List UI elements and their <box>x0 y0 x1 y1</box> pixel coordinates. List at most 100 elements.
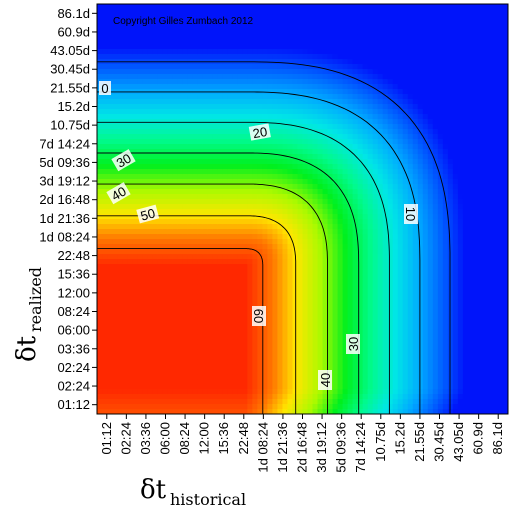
heatmap-cell <box>127 209 133 215</box>
heatmap-cell <box>252 79 258 85</box>
heatmap-cell <box>277 259 284 265</box>
heatmap-cell <box>232 364 238 370</box>
heatmap-cell <box>367 224 374 230</box>
heatmap-cell <box>117 399 123 405</box>
heatmap-cell <box>397 59 404 65</box>
heatmap-cell <box>247 259 253 265</box>
heatmap-cell <box>157 304 163 310</box>
heatmap-cell <box>197 289 203 295</box>
heatmap-cell <box>202 84 208 90</box>
heatmap-cell <box>377 29 384 35</box>
heatmap-cell <box>97 74 103 80</box>
heatmap-cell <box>227 179 233 185</box>
heatmap-cell <box>342 269 349 275</box>
heatmap-cell <box>317 94 324 100</box>
heatmap-cell <box>162 399 168 405</box>
heatmap-cell <box>222 19 228 25</box>
heatmap-cell <box>202 174 208 180</box>
heatmap-cell <box>217 289 223 295</box>
heatmap-cell <box>242 234 248 240</box>
heatmap-cell <box>177 379 183 385</box>
heatmap-cell <box>132 224 138 230</box>
heatmap-cell <box>177 209 183 215</box>
heatmap-cell <box>332 239 339 245</box>
heatmap-cell <box>337 159 344 165</box>
heatmap-cell <box>117 39 123 45</box>
heatmap-cell <box>132 269 138 275</box>
heatmap-cell <box>182 364 188 370</box>
heatmap-cell <box>302 99 309 105</box>
heatmap-cell <box>157 389 163 395</box>
heatmap-cell <box>112 229 118 235</box>
heatmap-cell <box>342 349 349 355</box>
heatmap-cell <box>282 239 289 245</box>
heatmap-cell <box>147 109 153 115</box>
heatmap-cell <box>317 359 324 365</box>
heatmap-cell <box>167 109 173 115</box>
heatmap-cell <box>367 389 374 395</box>
heatmap-cell <box>147 179 153 185</box>
heatmap-cell <box>132 194 138 200</box>
heatmap-cell <box>97 344 103 350</box>
heatmap-cell <box>292 129 299 135</box>
heatmap-cell <box>387 389 394 395</box>
heatmap-cell <box>367 234 374 240</box>
heatmap-cell <box>257 364 263 370</box>
heatmap-cell <box>247 339 253 345</box>
heatmap-cell <box>272 329 279 335</box>
heatmap-cell <box>232 224 238 230</box>
heatmap-cell <box>122 389 128 395</box>
heatmap-cell <box>392 219 399 225</box>
heatmap-cell <box>262 264 269 270</box>
heatmap-cell <box>107 294 113 300</box>
heatmap-cell <box>332 139 339 145</box>
heatmap-cell <box>342 289 349 295</box>
heatmap-cell <box>252 204 258 210</box>
heatmap-cell <box>182 344 188 350</box>
heatmap-cell <box>357 14 364 20</box>
heatmap-cell <box>142 374 148 380</box>
heatmap-cell <box>327 269 334 275</box>
heatmap-cell <box>242 334 248 340</box>
heatmap-cell <box>367 144 374 150</box>
heatmap-cell <box>192 54 198 60</box>
heatmap-cell <box>312 344 319 350</box>
heatmap-cell <box>217 214 223 220</box>
heatmap-cell <box>127 84 133 90</box>
heatmap-cell <box>222 344 228 350</box>
heatmap-cell <box>372 364 379 370</box>
heatmap-cell <box>302 44 309 50</box>
heatmap-cell <box>107 274 113 280</box>
heatmap-cell <box>202 399 208 405</box>
heatmap-cell <box>167 389 173 395</box>
heatmap-cell <box>187 194 193 200</box>
heatmap-cell <box>332 339 339 345</box>
heatmap-cell <box>217 94 223 100</box>
heatmap-cell <box>202 144 208 150</box>
heatmap-cell <box>342 174 349 180</box>
heatmap-cell <box>212 369 218 375</box>
heatmap-cell <box>332 209 339 215</box>
heatmap-cell <box>322 244 329 250</box>
heatmap-cell <box>257 79 263 85</box>
heatmap-cell <box>397 349 404 355</box>
heatmap-cell <box>142 404 148 410</box>
heatmap-cell <box>297 99 304 105</box>
heatmap-cell <box>237 19 243 25</box>
heatmap-cell <box>227 99 233 105</box>
heatmap-cell <box>182 399 188 405</box>
heatmap-cell <box>312 49 319 55</box>
heatmap-cell <box>222 24 228 30</box>
heatmap-cell <box>227 369 233 375</box>
heatmap-cell <box>317 324 324 330</box>
heatmap-cell <box>352 209 359 215</box>
heatmap-cell <box>372 329 379 335</box>
heatmap-cell <box>177 4 183 10</box>
heatmap-cell <box>122 84 128 90</box>
heatmap-cell <box>387 299 394 305</box>
heatmap-cell <box>122 24 128 30</box>
heatmap-cell <box>382 224 389 230</box>
heatmap-cell <box>107 154 113 160</box>
